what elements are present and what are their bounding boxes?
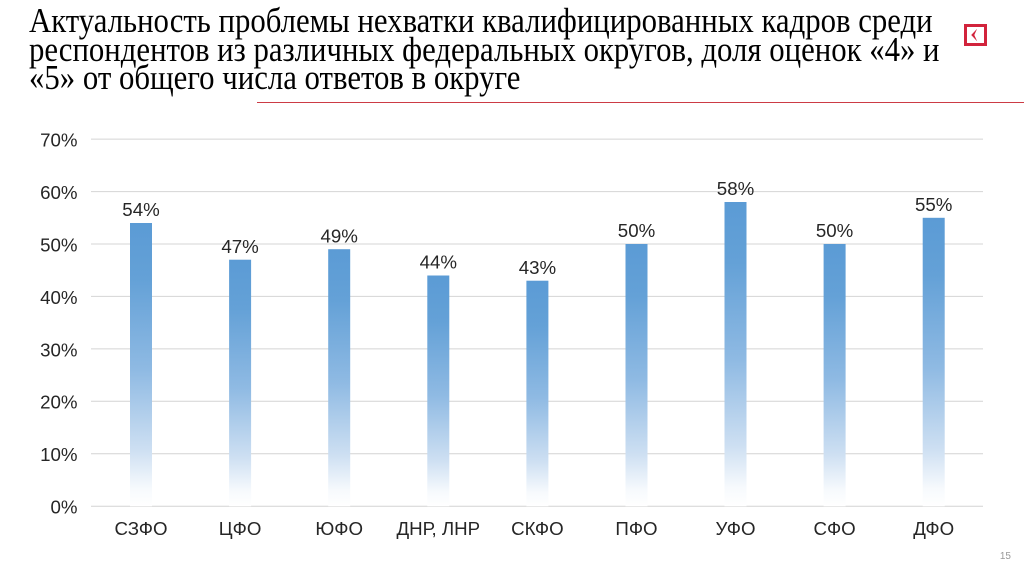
svg-text:50%: 50% bbox=[618, 220, 655, 241]
svg-text:30%: 30% bbox=[40, 339, 77, 360]
svg-text:20%: 20% bbox=[40, 392, 77, 413]
svg-text:ДНР, ЛНР: ДНР, ЛНР bbox=[396, 518, 480, 539]
svg-text:44%: 44% bbox=[420, 252, 457, 273]
svg-text:58%: 58% bbox=[717, 178, 754, 199]
svg-text:49%: 49% bbox=[320, 225, 357, 246]
svg-text:СКФО: СКФО bbox=[511, 518, 564, 539]
svg-text:ЦФО: ЦФО bbox=[219, 518, 262, 539]
svg-text:СФО: СФО bbox=[813, 518, 855, 539]
svg-text:60%: 60% bbox=[40, 182, 77, 203]
svg-text:47%: 47% bbox=[221, 236, 258, 257]
svg-text:ЮФО: ЮФО bbox=[315, 518, 363, 539]
svg-text:54%: 54% bbox=[122, 199, 159, 220]
svg-text:СЗФО: СЗФО bbox=[114, 518, 167, 539]
svg-text:0%: 0% bbox=[50, 497, 77, 518]
svg-text:ДФО: ДФО bbox=[913, 518, 954, 539]
svg-text:43%: 43% bbox=[519, 257, 556, 278]
svg-text:50%: 50% bbox=[816, 220, 853, 241]
svg-text:УФО: УФО bbox=[716, 518, 756, 539]
svg-text:50%: 50% bbox=[40, 234, 77, 255]
svg-text:55%: 55% bbox=[915, 194, 952, 215]
svg-text:40%: 40% bbox=[40, 287, 77, 308]
svg-text:10%: 10% bbox=[40, 444, 77, 465]
svg-text:ПФО: ПФО bbox=[615, 518, 657, 539]
svg-text:70%: 70% bbox=[40, 130, 77, 151]
